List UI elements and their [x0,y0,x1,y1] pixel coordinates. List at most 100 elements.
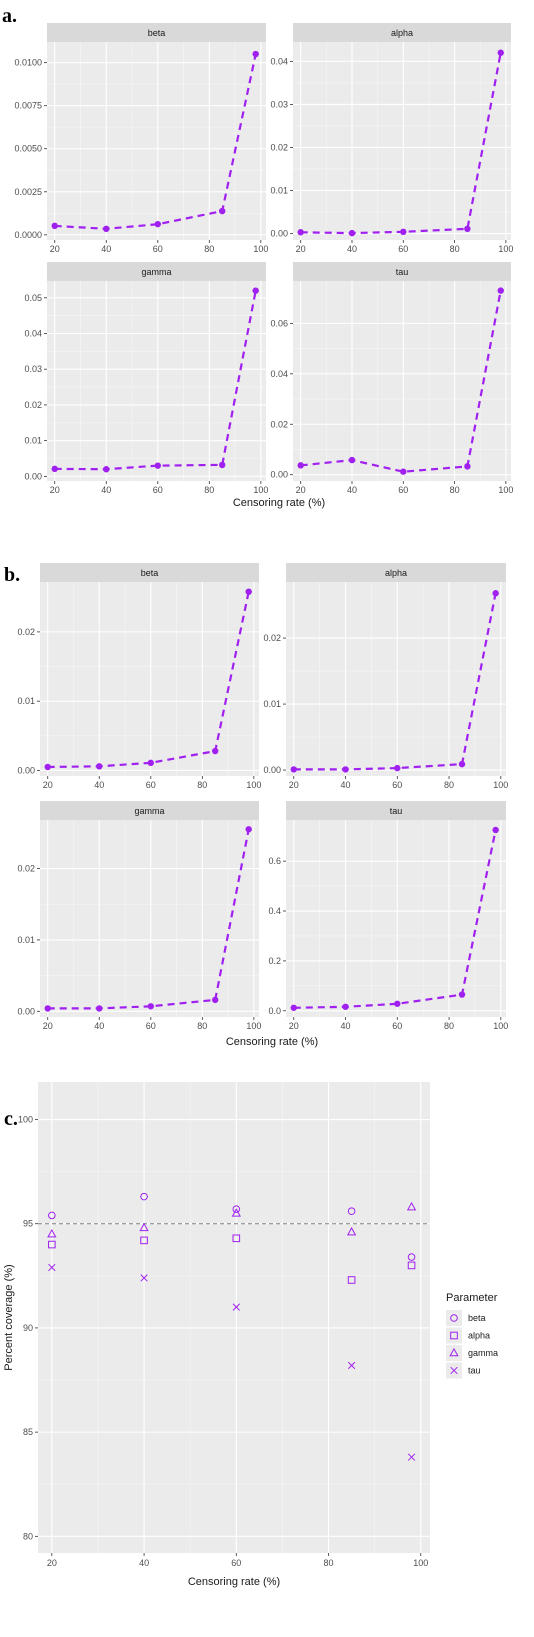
facet-panel-alpha: alpha 20 40 60 80 100 0.00 0.01 0.02 [263,563,508,790]
x-tick-label: 80 [204,244,214,254]
data-point-alpha [48,1240,56,1249]
data-point-alpha [342,766,349,773]
series-tau [48,1263,416,1461]
legend-key-background [446,1310,462,1326]
data-point-tau [348,456,356,464]
data-point-tau [232,1303,240,1311]
data-point-beta [347,1207,356,1216]
data-point-gamma [96,1005,103,1012]
y-tick-label: 0.06 [270,318,288,328]
facet-panel-beta: beta 20 40 60 80 100 0.0000 0.0025 0.0050 0.0075 0… [14,23,268,254]
legend-label-alpha: alpha [468,1331,490,1341]
data-point-beta [252,50,259,58]
x-tick-label: 80 [197,1021,207,1031]
legend-label-tau: tau [468,1366,481,1376]
y-tick-label: 0.0025 [14,187,42,197]
x-tick-label: 60 [392,780,402,790]
facet-strip [286,801,506,820]
y-tick-label: 0.6 [268,856,281,866]
y-tick-label: 0.01 [263,699,281,709]
data-point-alpha [492,590,499,597]
data-point-tau [297,462,304,469]
x-tick-label: 60 [398,244,408,254]
data-point-alpha [232,1234,241,1243]
data-point-beta [48,1211,56,1220]
y-tick-label: 0.03 [24,364,42,374]
legend: Parameter beta alpha gamma tau [446,1292,498,1379]
data-point-gamma [212,996,219,1004]
x-tick-label: 20 [296,244,306,254]
y-tick-label: 0.01 [270,186,288,196]
data-point-alpha [347,1276,356,1284]
data-point-alpha [400,228,407,236]
chart-c: 20 40 60 80 100 80 85 90 95 100 Censoring rate (%)… [3,1082,498,1588]
data-point-tau [48,1263,56,1272]
x-tick-label: 40 [347,485,357,495]
facet-strip [293,23,511,42]
data-point-tau [347,1361,356,1370]
data-point-gamma [219,461,226,469]
x-tick-label: 80 [444,780,454,790]
section-label-b: b. [4,564,20,586]
data-point-tau [464,463,471,470]
x-tick-label: 100 [246,780,261,790]
x-tick-label: 80 [324,1558,334,1568]
panel-background [293,42,511,240]
x-tick-label: 100 [413,1558,428,1568]
y-tick-label: 0.04 [270,56,288,66]
panel-background [286,582,506,776]
data-point-gamma [154,462,161,469]
data-point-alpha [348,229,356,237]
y-tick-label: 0.2 [268,956,281,966]
y-tick-label: 0.03 [270,99,288,109]
data-point-gamma [245,826,252,833]
facet-strip-label: gamma [134,806,164,816]
x-tick-label: 40 [139,1558,149,1568]
x-tick-label: 20 [289,1021,299,1031]
x-tick-label: 100 [253,485,268,495]
data-point-gamma [252,287,259,294]
x-tick-label: 40 [94,780,104,790]
data-point-tau [342,1003,349,1010]
x-tick-label: 100 [493,1021,508,1031]
data-point-gamma [406,1201,417,1211]
data-point-alpha [140,1236,148,1245]
y-tick-label: 0.02 [17,864,35,874]
facet-strip [47,262,266,281]
data-point-alpha [394,764,401,772]
data-point-beta [245,588,252,595]
x-tick-label: 80 [204,485,214,495]
y-axis-title: Percent coverage (%) [3,1264,15,1370]
y-tick-label: 80 [23,1531,33,1541]
section-label-c: c. [4,1108,18,1130]
x-tick-label: 100 [246,1021,261,1031]
legend-key-gamma [449,1347,459,1357]
x-tick-label: 20 [47,1558,57,1568]
y-tick-label: 0.0100 [14,58,42,68]
data-point-gamma [103,466,110,473]
panel-background [47,42,266,240]
y-tick-label: 0.01 [24,436,42,446]
legend-key-beta [450,1314,458,1322]
data-point-beta [407,1253,416,1261]
panel-background [47,281,266,481]
x-tick-label: 60 [231,1558,241,1568]
x-tick-label: 60 [398,485,408,495]
y-tick-label: 90 [23,1323,33,1333]
panel-background [286,820,506,1017]
facet-strip-label: beta [148,28,166,38]
chart-a: beta 20 40 60 80 100 0.0000 0.0025 0.0050 0.0075 0… [14,23,513,509]
series-line-beta [54,53,257,230]
data-point-beta [232,1205,241,1213]
x-tick-label: 40 [101,244,111,254]
facet-strip-label: alpha [391,28,413,38]
facet-strip [293,262,511,281]
x-tick-label: 80 [197,780,207,790]
x-axis-title: Censoring rate (%) [226,1036,318,1048]
x-tick-label: 60 [146,780,156,790]
y-tick-label: 0.00 [263,765,281,775]
y-tick-label: 0.0075 [14,101,42,111]
x-tick-label: 40 [341,1021,351,1031]
x-tick-label: 100 [498,244,513,254]
